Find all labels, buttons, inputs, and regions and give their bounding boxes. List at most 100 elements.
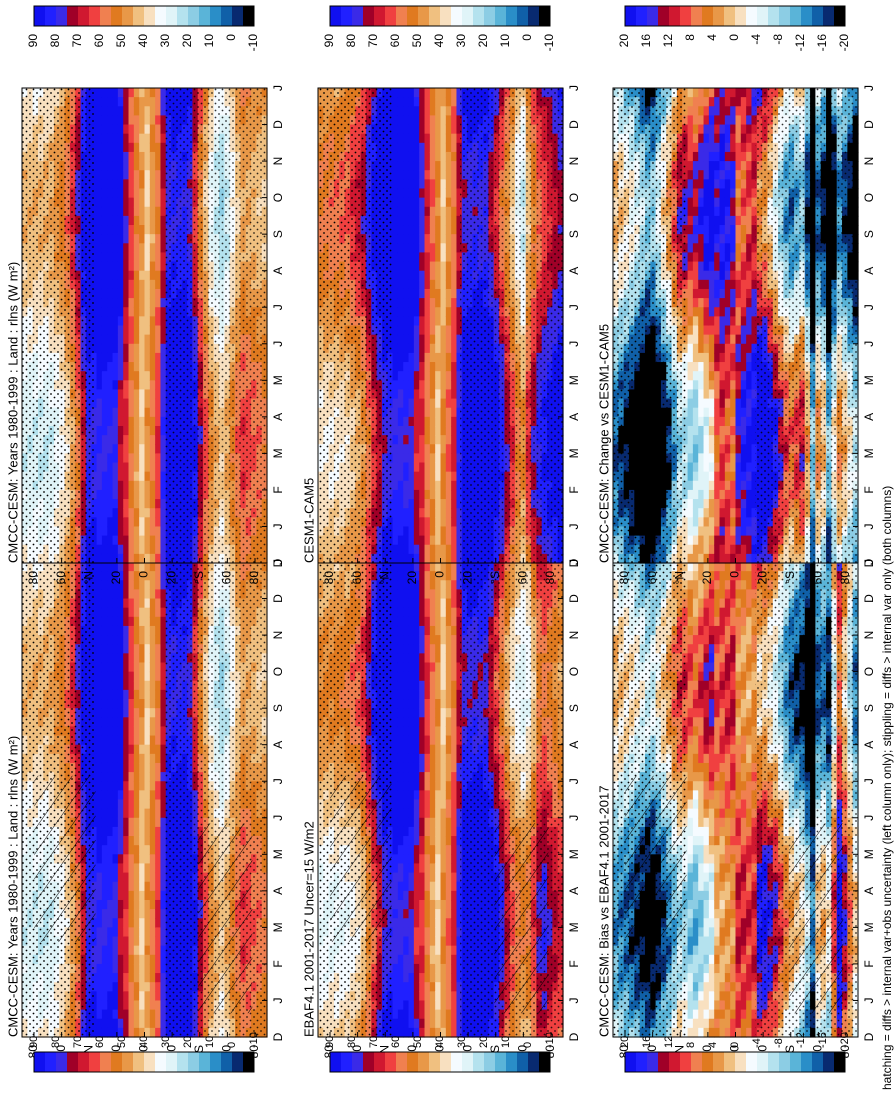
- heatmap-cell: [155, 188, 162, 199]
- heatmap-cell: [96, 416, 103, 427]
- heatmap-cell: [117, 753, 124, 764]
- heatmap-cell: [107, 653, 114, 664]
- heatmap-cell: [96, 261, 103, 272]
- heatmap-cell: [96, 362, 103, 372]
- heatmap-cell: [133, 316, 140, 327]
- heatmap-cell: [112, 161, 119, 171]
- heatmap-cell: [112, 607, 119, 618]
- heatmap-cell: [155, 343, 162, 354]
- heatmap-cell: [149, 589, 156, 600]
- heatmap-cell: [144, 671, 151, 682]
- heatmap-cell: [101, 261, 108, 272]
- heatmap-cell: [123, 598, 130, 609]
- heatmap-cell: [128, 909, 135, 919]
- heatmap-cell: [155, 845, 162, 855]
- heatmap-cell: [96, 453, 103, 464]
- heatmap-cell: [123, 288, 130, 299]
- heatmap-cell: [107, 708, 114, 718]
- heatmap-cell: [112, 836, 119, 846]
- heatmap-cell: [112, 489, 119, 500]
- heatmap-cell: [117, 836, 124, 846]
- heatmap-cell: [149, 735, 156, 746]
- heatmap-cell: [107, 817, 114, 828]
- heatmap-cell: [160, 279, 167, 290]
- heatmap-cell: [160, 726, 167, 737]
- heatmap-cell: [101, 909, 108, 919]
- heatmap-cell: [101, 225, 108, 235]
- heatmap-cell: [149, 553, 156, 564]
- heatmap-cell: [117, 699, 124, 709]
- heatmap-cell: [123, 753, 130, 764]
- heatmap-cell: [155, 836, 162, 846]
- heatmap-cell: [107, 453, 114, 464]
- heatmap-cell: [144, 744, 151, 755]
- heatmap-cell: [144, 927, 151, 938]
- heatmap-cell: [123, 616, 130, 627]
- heatmap-cell: [139, 508, 146, 518]
- heatmap-cell: [160, 462, 167, 473]
- heatmap-cell: [112, 179, 119, 190]
- heatmap-cell: [139, 571, 146, 581]
- heatmap-cell: [133, 425, 140, 436]
- heatmap-cell: [96, 845, 103, 855]
- heatmap-cell: [160, 571, 167, 581]
- heatmap-cell: [133, 699, 140, 709]
- heatmap-cell: [107, 936, 114, 947]
- heatmap-cell: [139, 836, 146, 846]
- heatmap-cell: [160, 398, 167, 409]
- heatmap-cell: [160, 644, 167, 654]
- heatmap-cell: [117, 580, 124, 590]
- heatmap-cell: [144, 106, 151, 116]
- heatmap-cell: [160, 589, 167, 600]
- heatmap-cell: [107, 97, 114, 107]
- heatmap-cell: [112, 717, 119, 728]
- heatmap-cell: [128, 772, 135, 782]
- heatmap-cell: [160, 124, 167, 135]
- heatmap-cell: [139, 744, 146, 755]
- heatmap-cell: [123, 872, 130, 883]
- heatmap-cell: [133, 151, 140, 162]
- heatmap-cell: [101, 872, 108, 883]
- heatmap-cell: [149, 389, 156, 400]
- heatmap-cell: [117, 435, 124, 445]
- heatmap-cell: [133, 945, 140, 956]
- heatmap-cell: [155, 1000, 162, 1011]
- heatmap-cell: [107, 808, 114, 819]
- lat-tick-label: °S: [192, 571, 206, 584]
- heatmap-cell: [144, 1018, 151, 1029]
- heatmap-cell: [96, 279, 103, 290]
- heatmap-cell: [139, 243, 146, 254]
- heatmap-cell: [117, 188, 124, 199]
- heatmap-cell: [155, 571, 162, 581]
- heatmap-cell: [133, 616, 140, 627]
- heatmap-cell: [107, 407, 114, 418]
- heatmap-cell: [96, 508, 103, 518]
- heatmap-cell: [149, 890, 156, 901]
- heatmap-cell: [155, 699, 162, 709]
- heatmap-cell: [133, 625, 140, 636]
- heatmap-cell: [155, 444, 162, 454]
- heatmap-cell: [123, 717, 130, 728]
- heatmap-cell: [107, 726, 114, 737]
- heatmap-cell: [107, 526, 114, 537]
- heatmap-cell: [133, 662, 140, 673]
- heatmap-cell: [117, 142, 124, 153]
- heatmap-cell: [160, 252, 167, 263]
- heatmap-cell: [123, 471, 130, 482]
- heatmap-cell: [101, 444, 108, 454]
- heatmap-cell: [128, 535, 135, 546]
- heatmap-cell: [101, 334, 108, 345]
- heatmap-cell: [107, 973, 114, 983]
- heatmap-cell: [155, 288, 162, 299]
- month-tick-label: J: [271, 523, 285, 529]
- heatmap-cell: [133, 717, 140, 728]
- heatmap-cell: [123, 453, 130, 464]
- heatmap-cell: [107, 589, 114, 600]
- heatmap-cell: [149, 781, 156, 791]
- heatmap-cell: [128, 726, 135, 737]
- heatmap-cell: [112, 471, 119, 482]
- heatmap-cell: [149, 671, 156, 682]
- heatmap-cell: [139, 899, 146, 910]
- heatmap-cell: [160, 616, 167, 627]
- heatmap-cell: [133, 708, 140, 718]
